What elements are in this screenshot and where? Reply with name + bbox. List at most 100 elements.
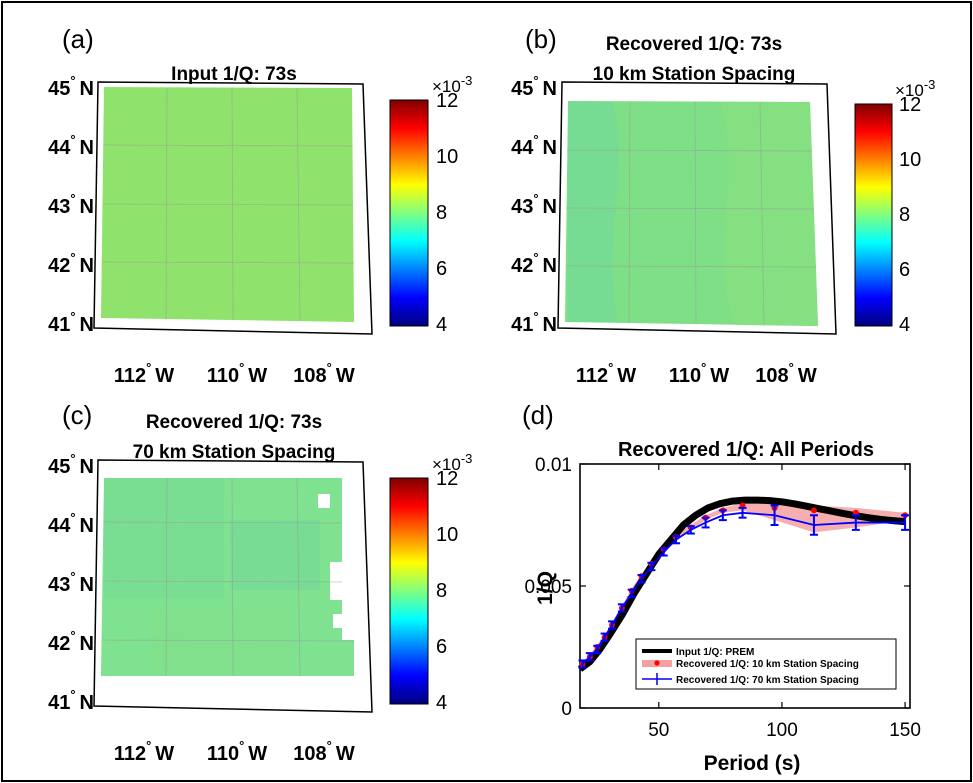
panel-b-title-line-2: 10 km Station Spacing	[593, 64, 796, 85]
colorbar-tick: 10	[436, 524, 458, 546]
lon-label: 112° W	[114, 738, 174, 765]
lon-label: 108° W	[293, 738, 355, 765]
lat-label: 43° N	[511, 191, 557, 218]
x-tick-label: 100	[766, 720, 798, 741]
lon-label: 112° W	[576, 360, 636, 387]
legend-label-10km: Recovered 1/Q: 10 km Station Spacing	[676, 659, 859, 670]
lon-label: 112° W	[114, 360, 174, 387]
panel-c-map-frame	[93, 459, 373, 713]
panel-c-field-gap	[333, 614, 345, 628]
x-tick-label: 50	[648, 720, 669, 741]
panel-letter-b: (b)	[525, 24, 557, 54]
lat-label: 41° N	[511, 309, 557, 336]
panel-c-field-patch	[230, 520, 320, 590]
chart-title: Recovered 1/Q: All Periods	[618, 439, 874, 461]
panel-c-title-line-2: 70 km Station Spacing	[133, 442, 336, 463]
lat-label: 43° N	[48, 191, 94, 218]
panel-b-lon-labels: 112° W 110° W 108° W	[576, 360, 817, 387]
colorbar-tick: 6	[436, 258, 447, 280]
lon-label: 108° W	[755, 360, 817, 387]
lat-label: 42° N	[48, 250, 94, 277]
lat-label: 45° N	[48, 73, 94, 100]
lon-label: 110° W	[207, 738, 267, 765]
lat-label: 42° N	[48, 628, 94, 655]
colorbar-tick: 4	[899, 314, 910, 336]
panel-c-map	[93, 459, 373, 713]
panel-c-field-patch	[104, 478, 224, 598]
panel-a-lon-labels: 112° W 110° W 108° W	[114, 360, 355, 387]
y-tick-label: 0.01	[535, 455, 572, 476]
chart-legend: Input 1/Q: PREM Recovered 1/Q: 10 km Sta…	[635, 638, 897, 690]
panel-c-graticule	[101, 477, 355, 677]
panel-a-title-line-1: Input 1/Q: 73s	[171, 64, 297, 85]
legend-label-prem: Input 1/Q: PREM	[676, 647, 754, 658]
colorbar-tick: 4	[436, 692, 447, 714]
panel-d: (d) Recovered 1/Q: All Periods 50 100 150 0…	[522, 400, 921, 775]
panel-c-colorbar: ×10-3 12 10 8 6 4	[389, 451, 472, 714]
colorbar-exponent: ×10-3	[432, 451, 472, 474]
panel-c: (c) Recovered 1/Q: 73s 70 km Station Spa…	[48, 400, 472, 765]
colorbar-tick: 8	[899, 204, 910, 226]
x-tick-label: 150	[889, 720, 921, 741]
panel-a-colorbar: ×10-3 12 10 8 6 4	[389, 73, 472, 336]
panel-c-lat-labels: 45° N 44° N 43° N 42° N 41° N	[48, 451, 94, 714]
panel-b-map	[557, 81, 837, 335]
lat-label: 43° N	[48, 569, 94, 596]
lat-label: 41° N	[48, 687, 94, 714]
y-axis-label: 1/Q	[534, 571, 557, 605]
panel-b-lat-labels: 45° N 44° N 43° N 42° N 41° N	[511, 73, 557, 336]
panel-letter-d: (d)	[522, 400, 554, 430]
colorbar-tick: 10	[899, 149, 921, 171]
chart-plot-area: 50 100 150 0 0.005 0.01	[524, 455, 920, 741]
lat-label: 44° N	[511, 132, 557, 159]
panel-b-graticule	[565, 101, 817, 326]
panel-b-map-frame	[557, 81, 837, 335]
series-line-prem	[577, 496, 906, 672]
y-tick-label: 0.005	[524, 577, 572, 598]
lat-label: 45° N	[48, 451, 94, 478]
colorbar-tick: 12	[436, 90, 458, 112]
lat-label: 44° N	[48, 510, 94, 537]
colorbar-gradient	[389, 99, 429, 327]
panel-a-map-frame	[93, 81, 373, 335]
colorbar-gradient	[389, 477, 429, 705]
panel-b-title-line-1: Recovered 1/Q: 73s	[606, 34, 782, 55]
lon-label: 110° W	[207, 360, 267, 387]
panel-letter-a: (a)	[62, 24, 94, 54]
colorbar-tick: 6	[899, 259, 910, 281]
lat-label: 44° N	[48, 132, 94, 159]
colorbar-exponent: ×10-3	[432, 73, 472, 96]
lat-label: 42° N	[511, 250, 557, 277]
colorbar-tick: 8	[436, 202, 447, 224]
data-point-10km	[810, 507, 817, 514]
legend-label-70km: Recovered 1/Q: 70 km Station Spacing	[676, 675, 859, 686]
panel-a-map	[93, 81, 373, 335]
panel-a-graticule	[101, 87, 355, 322]
panel-a-lat-labels: 45° N 44° N 43° N 42° N 41° N	[48, 73, 94, 336]
lat-label: 45° N	[511, 73, 557, 100]
panel-c-field-gap	[318, 494, 330, 508]
panel-b-colorbar: ×10-3 12 10 8 6 4	[854, 77, 935, 336]
panel-b-field-variation	[720, 102, 818, 326]
legend-swatch-10km-dot	[654, 660, 660, 666]
panel-c-title-line-1: Recovered 1/Q: 73s	[146, 412, 322, 433]
panel-c-lon-labels: 112° W 110° W 108° W	[114, 738, 355, 765]
lon-label: 108° W	[293, 360, 355, 387]
x-axis-label: Period (s)	[704, 752, 801, 775]
colorbar-gradient	[854, 103, 893, 327]
lat-label: 41° N	[48, 309, 94, 336]
panel-b: (b) Recovered 1/Q: 73s 10 km Station Spa…	[511, 24, 935, 387]
colorbar-tick: 10	[436, 146, 458, 168]
colorbar-tick: 8	[436, 580, 447, 602]
colorbar-tick: 6	[436, 636, 447, 658]
panel-letter-c: (c)	[62, 400, 92, 430]
colorbar-exponent: ×10-3	[895, 77, 935, 100]
colorbar-tick: 4	[436, 314, 447, 336]
y-tick-label: 0	[561, 699, 572, 720]
colorbar-tick: 12	[436, 468, 458, 490]
panel-a: (a) Input 1/Q: 73s 45° N 44° N 43° N 42° N 4…	[48, 24, 472, 387]
lon-label: 110° W	[669, 360, 729, 387]
legend-box	[635, 638, 897, 690]
